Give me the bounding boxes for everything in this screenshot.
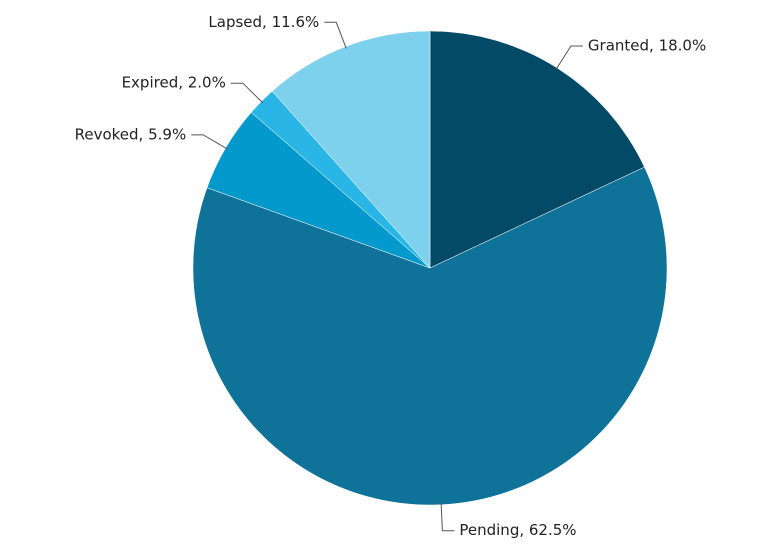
data-label: Granted, 18.0% [588,36,706,54]
leader-line [440,502,455,532]
data-label: Lapsed, 11.6% [208,13,319,31]
leader-line [555,45,583,70]
data-label: Expired, 2.0% [122,74,226,92]
leader-line [324,21,347,49]
leader-line [191,134,228,150]
leader-line [230,82,264,104]
data-label: Revoked, 5.9% [75,125,187,143]
data-label: Pending, 62.5% [459,521,576,539]
